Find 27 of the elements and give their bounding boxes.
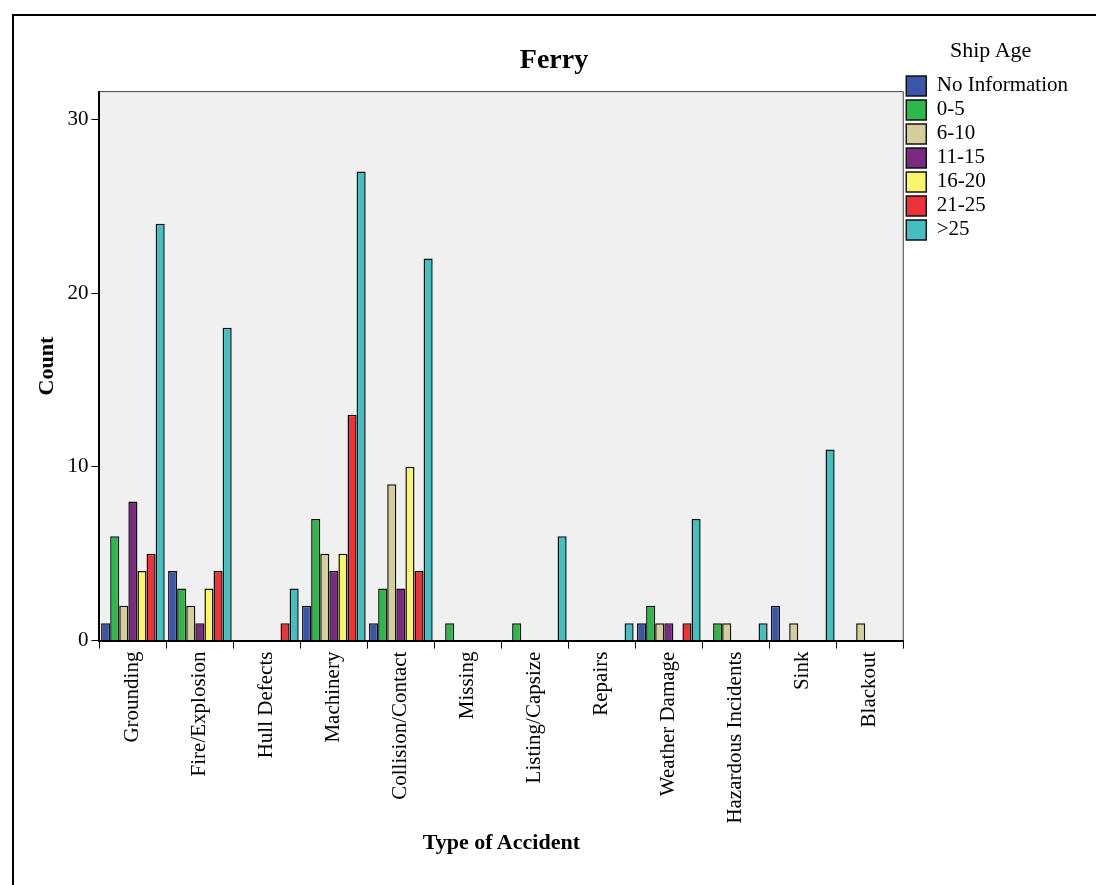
y-axis-title: Count xyxy=(32,336,58,396)
legend-label: No Information xyxy=(936,72,1069,97)
y-tick-label: 10 xyxy=(67,453,89,478)
x-tick-label: Missing xyxy=(454,651,479,720)
legend-label: 21-25 xyxy=(936,192,986,217)
legend-label: 6-10 xyxy=(936,120,976,145)
x-tick-label: Hull Defects xyxy=(253,651,278,759)
x-tick-label: Machinery xyxy=(320,651,345,743)
x-tick-label: Fire/Explosion xyxy=(186,651,211,777)
y-tick-label: 0 xyxy=(77,627,89,652)
y-tick-label: 20 xyxy=(67,279,89,304)
x-tick-label: Grounding xyxy=(119,651,144,743)
legend-label: 11-15 xyxy=(936,144,985,169)
chart-title: Ferry xyxy=(519,43,589,75)
x-tick-label: Sink xyxy=(789,651,814,691)
x-tick-label: Repairs xyxy=(588,651,613,716)
x-tick-label: Blackout xyxy=(856,651,881,728)
x-axis-title: Type of Accident xyxy=(422,829,581,855)
x-tick-label: Collision/Contact xyxy=(387,651,412,800)
x-tick-label: Listing/Capsize xyxy=(521,651,546,784)
legend-label: 0-5 xyxy=(936,96,965,121)
y-tick-label: 30 xyxy=(67,105,89,130)
legend-label: 16-20 xyxy=(936,168,986,193)
x-tick-label: Weather Damage xyxy=(655,651,680,797)
legend-label: >25 xyxy=(936,216,970,241)
x-tick-label: Hazardous Incidents xyxy=(722,651,747,824)
legend-title: Ship Age xyxy=(949,36,1032,62)
